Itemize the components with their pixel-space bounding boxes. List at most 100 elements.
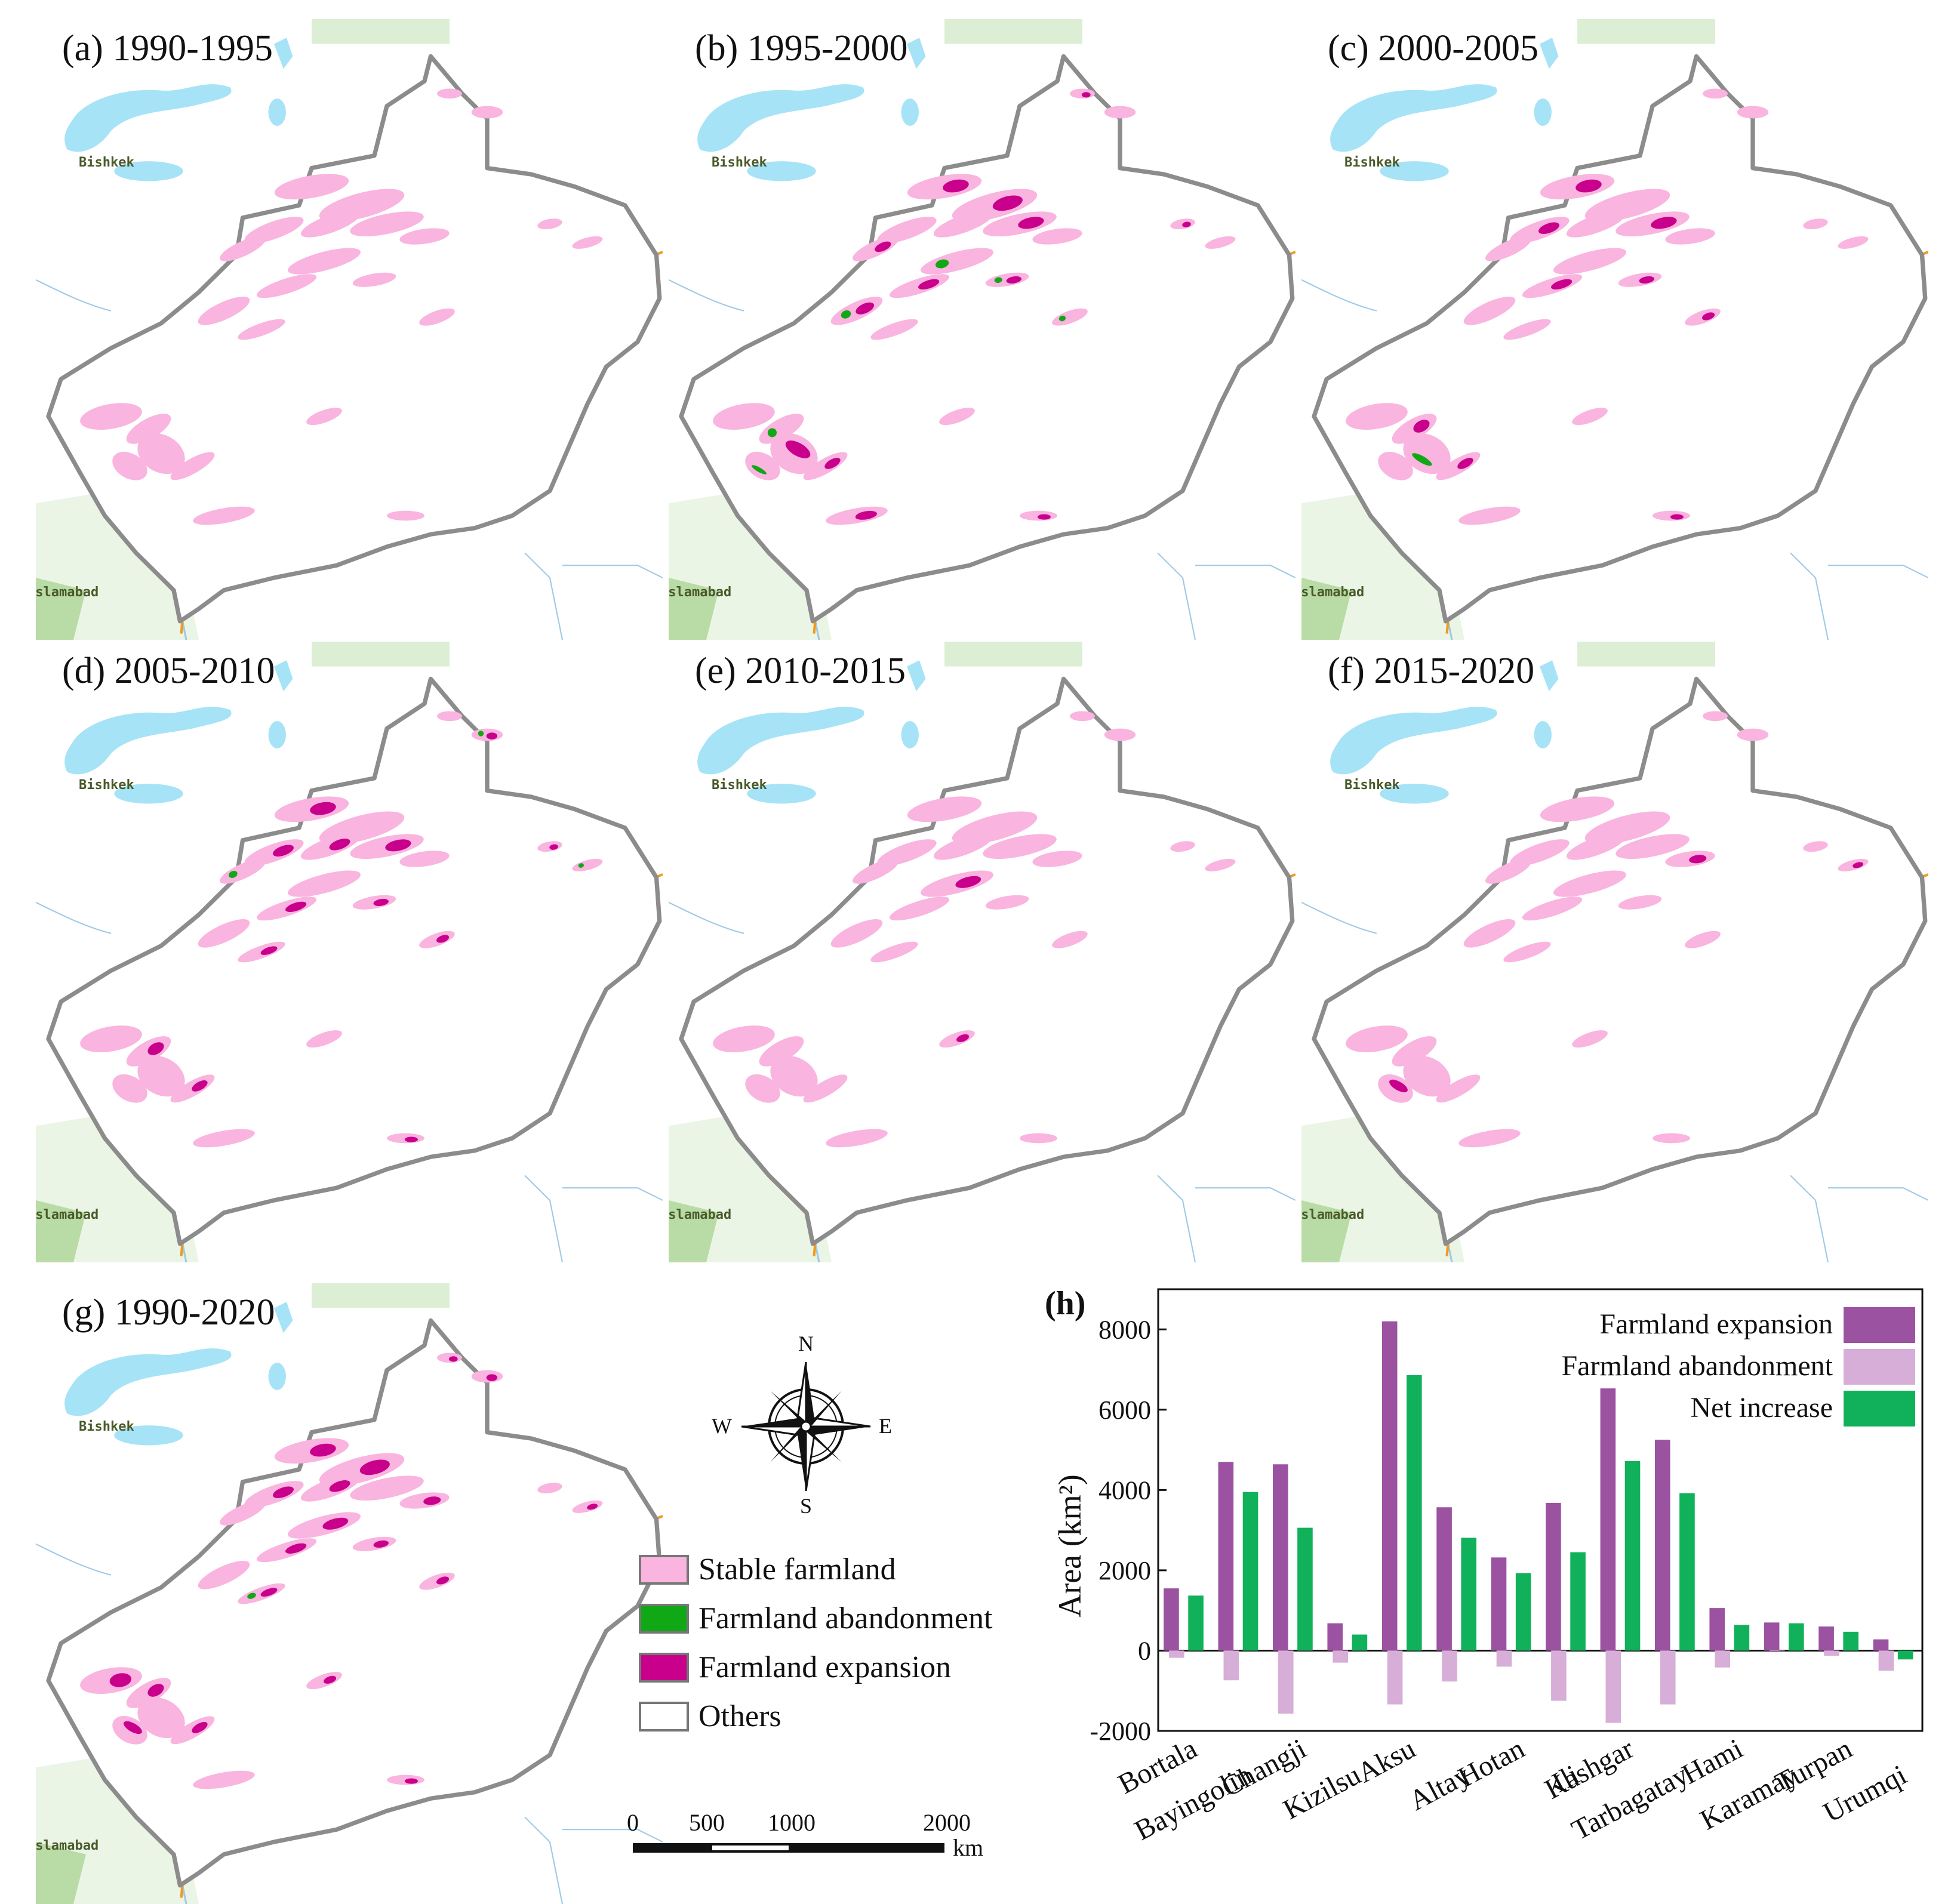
- river: [1301, 901, 1377, 934]
- legend-item-abandonment: Farmland abandonment: [639, 1601, 992, 1636]
- bar-net-increase: [1624, 1461, 1641, 1651]
- xinjiang-boundary: [679, 676, 1295, 1246]
- vegetation-area: [312, 1283, 450, 1308]
- scale-bar: 0 500 1000 2000 km: [627, 1809, 1009, 1880]
- river: [1790, 1175, 1928, 1262]
- stable-farmland-patch: [126, 414, 171, 444]
- farmland-expansion-patch: [1853, 862, 1864, 868]
- bar-abandonment: [1169, 1650, 1184, 1658]
- city-label-bishkek: Bishkek: [712, 155, 767, 170]
- farmland-expansion-patch: [1389, 1079, 1408, 1093]
- farmland-expansion-patch: [1639, 276, 1654, 284]
- bar-net-increase: [1679, 1493, 1695, 1651]
- stable-farmland-patch: [1665, 228, 1715, 245]
- city-label-islamabad: Islamabad: [669, 585, 732, 600]
- map-d: [36, 642, 663, 1262]
- y-axis-label: Area (km²): [1052, 1474, 1088, 1618]
- stable-farmland-patch: [1553, 870, 1626, 897]
- bar-expansion: [1818, 1626, 1834, 1651]
- stable-farmland-patch: [399, 228, 450, 245]
- panel-label-a: (a) 1990-1995: [62, 28, 273, 69]
- stable-farmland-patch: [1838, 236, 1869, 249]
- stable-farmland-patch: [1052, 931, 1088, 948]
- bar-expansion: [1491, 1557, 1507, 1651]
- map-f: [1301, 642, 1928, 1262]
- lake-balkhash: [697, 84, 864, 152]
- compass-south: S: [800, 1494, 813, 1518]
- city-label-bishkek: Bishkek: [79, 155, 134, 170]
- x-tick-label: Aksu: [1352, 1733, 1420, 1789]
- stable-farmland-patch: [220, 236, 266, 261]
- stable-farmland-patch: [437, 88, 462, 99]
- vegetation-area: [669, 1200, 719, 1262]
- river: [1157, 1175, 1296, 1262]
- river: [524, 1816, 663, 1904]
- stable-farmland-patch: [537, 1483, 562, 1494]
- farmland-expansion-patch: [423, 1496, 441, 1505]
- farmland-expansion-patch: [324, 1675, 337, 1684]
- stable-farmland-patch: [1485, 858, 1531, 884]
- stable-farmland-patch: [933, 833, 993, 860]
- lake: [274, 660, 293, 692]
- city-label-islamabad: Islamabad: [36, 1838, 99, 1853]
- farmland-expansion-patch: [147, 1684, 164, 1697]
- farmland-expansion-patch: [486, 1374, 498, 1381]
- bar-abandonment: [1223, 1650, 1239, 1681]
- scale-tick-0: 0: [627, 1809, 639, 1836]
- farmland-expansion-patch: [1037, 514, 1051, 520]
- stable-farmland-patch: [193, 1129, 255, 1148]
- bar-expansion: [1873, 1639, 1889, 1651]
- vegetation-area: [1301, 578, 1352, 640]
- bar-net-increase: [1242, 1492, 1258, 1651]
- farmland-expansion-patch: [1018, 217, 1044, 229]
- chart-legend-swatch: [1844, 1307, 1915, 1343]
- lake-balkhash: [64, 1348, 232, 1416]
- stable-farmland-patch: [137, 433, 185, 475]
- chart-legend-label: Net increase: [1690, 1392, 1833, 1424]
- xinjiang-boundary: [1312, 676, 1928, 1246]
- lake: [907, 38, 926, 69]
- stable-farmland-patch: [1572, 408, 1608, 426]
- stable-farmland-patch: [306, 1030, 342, 1048]
- farmland-expansion-patch: [549, 844, 558, 850]
- stable-farmland-patch: [1170, 841, 1195, 852]
- farmland-abandonment-patch: [994, 277, 1002, 284]
- lake-issyk-kul: [747, 161, 816, 181]
- lake: [1540, 38, 1559, 69]
- vegetation-area: [1577, 19, 1715, 44]
- lake-issyk-kul: [114, 784, 183, 804]
- bar-expansion: [1164, 1588, 1179, 1651]
- lake-issyk-kul: [1380, 784, 1449, 804]
- bar-expansion: [1273, 1464, 1288, 1651]
- vegetation-area: [36, 578, 86, 640]
- scale-unit: km: [953, 1834, 984, 1861]
- farmland-expansion-patch: [404, 1136, 418, 1142]
- legend-label-expansion: Farmland expansion: [698, 1650, 952, 1684]
- stable-farmland-patch: [745, 1074, 780, 1103]
- river: [524, 1175, 663, 1262]
- stable-farmland-patch: [306, 408, 342, 426]
- city-label-bishkek: Bishkek: [1344, 155, 1400, 170]
- bar-abandonment: [1496, 1650, 1512, 1667]
- bar-expansion: [1655, 1440, 1670, 1651]
- stable-farmland-patch: [471, 106, 503, 119]
- lake-issyk-kul: [1380, 161, 1449, 181]
- river: [524, 552, 663, 640]
- bar-expansion: [1381, 1321, 1398, 1651]
- stable-farmland-patch: [256, 274, 317, 298]
- river: [1790, 552, 1928, 640]
- panel-label-f: (f) 2015-2020: [1328, 651, 1535, 691]
- stable-farmland-patch: [983, 834, 1057, 859]
- stable-farmland-patch: [870, 319, 918, 340]
- farmland-expansion-patch: [1575, 179, 1602, 193]
- lake: [268, 721, 286, 748]
- stable-farmland-patch: [437, 711, 462, 722]
- legend-label-stable: Stable farmland: [698, 1552, 896, 1586]
- lake-issyk-kul: [114, 1425, 183, 1446]
- panel-label-e: (e) 2010-2015: [695, 651, 906, 691]
- stable-farmland-patch: [193, 1770, 255, 1789]
- stable-farmland-patch: [1458, 1129, 1521, 1148]
- stable-farmland-patch: [1522, 896, 1583, 921]
- farmland-expansion-patch: [260, 1588, 278, 1597]
- farmland-expansion-patch: [359, 1459, 390, 1475]
